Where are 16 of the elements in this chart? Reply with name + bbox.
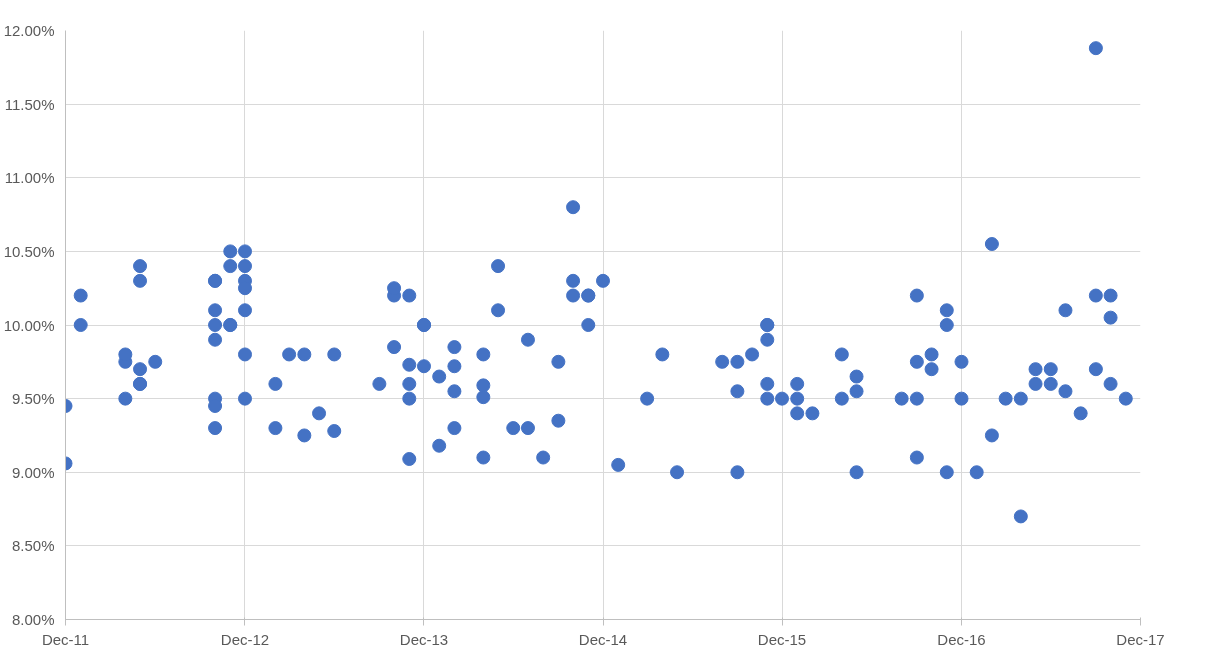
x-tick-label: Dec-13: [399, 630, 449, 648]
x-tick-label: Dec-16: [937, 630, 986, 648]
y-tick-label: 10.00%: [3, 316, 55, 334]
y-tick-label: 9.00%: [11, 463, 55, 481]
y-tick-label: 11.00%: [4, 169, 55, 187]
y-tick-label: 12.00%: [3, 22, 55, 39]
x-tick-label: Dec-14: [578, 630, 628, 648]
y-tick-label: 8.00%: [11, 611, 55, 628]
y-tick-label: 9.50%: [11, 390, 55, 408]
x-tick-label: Dec-12: [220, 630, 270, 648]
x-tick-label: Dec-17: [1116, 630, 1165, 648]
x-tick-label: Dec-11: [41, 630, 90, 648]
y-tick-label: 10.50%: [3, 242, 55, 260]
x-tick-label: Dec-15: [757, 630, 807, 648]
y-tick-label: 11.50%: [4, 95, 55, 113]
y-tick-label: 8.50%: [11, 537, 55, 555]
